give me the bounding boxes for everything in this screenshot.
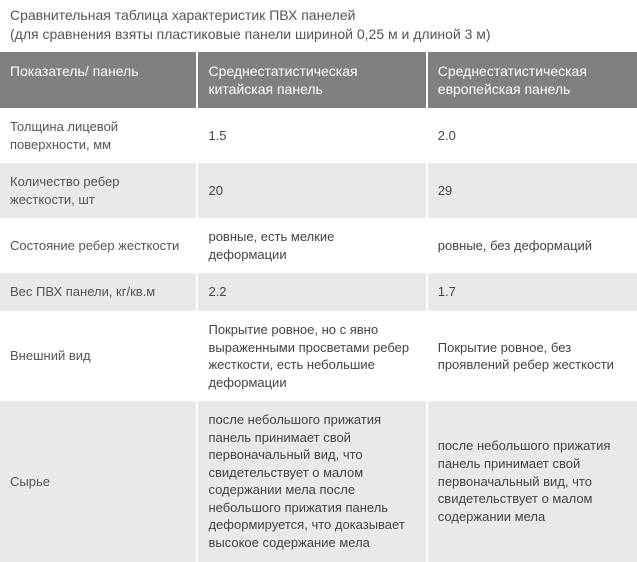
table-row: Толщина лицевой поверхности, мм 1.5 2.0	[0, 108, 637, 163]
row-label: Вес ПВХ панели, кг/кв.м	[0, 273, 197, 311]
title-block: Сравнительная таблица характеристик ПВХ …	[0, 0, 637, 52]
row-label: Сырье	[0, 401, 197, 561]
col-header-indicator: Показатель/ панель	[0, 52, 197, 108]
row-label: Количество ребер жесткости, шт	[0, 163, 197, 218]
title-line-1: Сравнительная таблица характеристик ПВХ …	[10, 6, 627, 25]
cell-european: после небольшого прижатия панель принима…	[427, 401, 637, 561]
cell-european: 1.7	[427, 273, 637, 311]
col-header-european: Среднестатистическая европейская панель	[427, 52, 637, 108]
cell-european: Покрытие ровное, без проявлений ребер же…	[427, 311, 637, 401]
row-label: Внешний вид	[0, 311, 197, 401]
cell-chinese: после небольшого прижатия панель принима…	[197, 401, 426, 561]
table-row: Состояние ребер жесткости ровные, есть м…	[0, 218, 637, 273]
row-label: Толщина лицевой поверхности, мм	[0, 108, 197, 163]
cell-chinese: 2.2	[197, 273, 426, 311]
cell-european: ровные, без деформаций	[427, 218, 637, 273]
title-line-2: (для сравнения взяты пластиковые панели …	[10, 25, 627, 44]
cell-chinese: ровные, есть мелкие деформации	[197, 218, 426, 273]
cell-european: 2.0	[427, 108, 637, 163]
table-row: Количество ребер жесткости, шт 20 29	[0, 163, 637, 218]
cell-chinese: Покрытие ровное, но с явно выраженными п…	[197, 311, 426, 401]
table-row: Сырье после небольшого прижатия панель п…	[0, 401, 637, 561]
cell-chinese: 1.5	[197, 108, 426, 163]
comparison-table: Показатель/ панель Среднестатистическая …	[0, 52, 637, 562]
col-header-chinese: Среднестатистическая китайская панель	[197, 52, 426, 108]
row-label: Состояние ребер жесткости	[0, 218, 197, 273]
table-header-row: Показатель/ панель Среднестатистическая …	[0, 52, 637, 108]
table-row: Внешний вид Покрытие ровное, но с явно в…	[0, 311, 637, 401]
table-row: Вес ПВХ панели, кг/кв.м 2.2 1.7	[0, 273, 637, 311]
cell-chinese: 20	[197, 163, 426, 218]
cell-european: 29	[427, 163, 637, 218]
